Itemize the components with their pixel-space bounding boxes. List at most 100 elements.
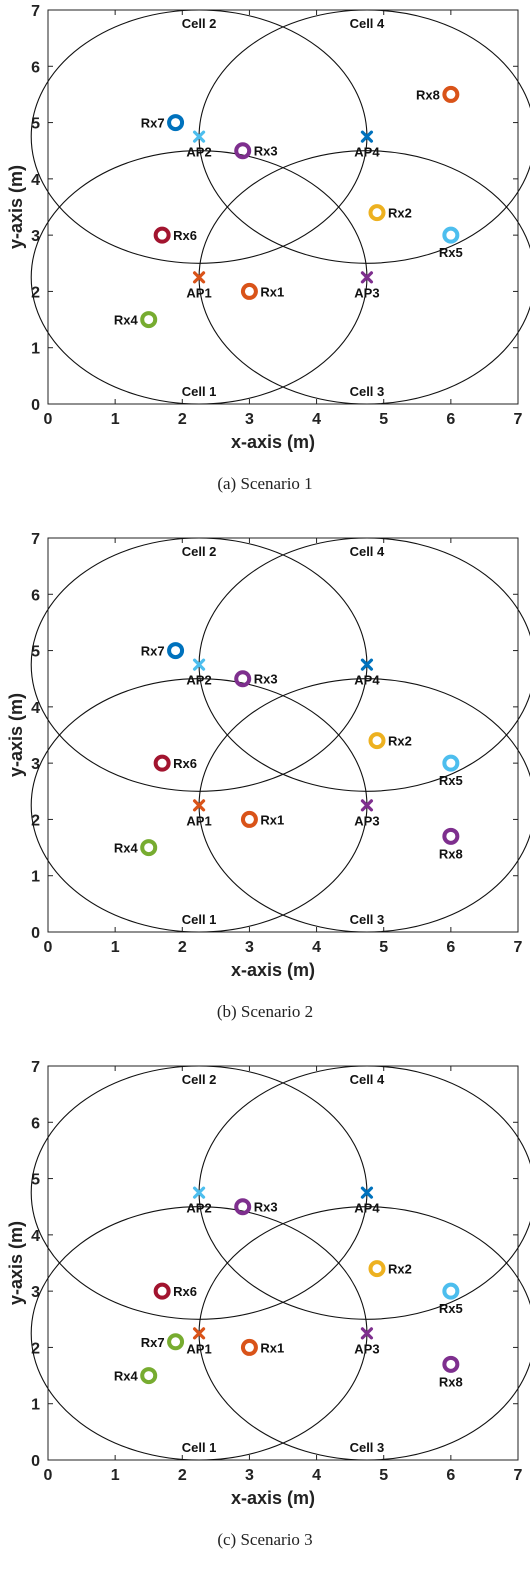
x-tick-label: 3	[245, 1467, 254, 1484]
caption-c: (c) Scenario 3	[217, 1530, 313, 1549]
cell-label: Cell 3	[350, 1440, 385, 1455]
rx-label: Rx6	[173, 756, 197, 771]
cell-label: Cell 1	[182, 1440, 217, 1455]
rx-marker	[140, 1367, 158, 1385]
ap-marker	[360, 658, 374, 671]
ap-label: AP3	[354, 1341, 379, 1356]
x-tick-label: 3	[245, 939, 254, 956]
ap-label: AP1	[186, 813, 211, 828]
rx-label: Rx8	[416, 87, 440, 102]
rx-marker	[368, 732, 386, 750]
cell-label: Cell 4	[350, 544, 385, 559]
rx-marker	[140, 311, 158, 329]
ap-marker	[192, 130, 206, 143]
x-tick-label: 2	[178, 1467, 187, 1484]
rx-label: Rx7	[141, 1335, 165, 1350]
x-tick-label: 0	[44, 939, 53, 956]
cell-label: Cell 2	[182, 544, 217, 559]
rx-label: Rx2	[388, 1262, 412, 1277]
plot-a: 0 1 2 3 4 5 6 7 0 1 2 3 4 5 6 7 x-axis (m) y-axis (m) Cell…	[6, 3, 530, 452]
x-tick-label: 5	[379, 939, 388, 956]
rx-label: Rx1	[260, 1340, 284, 1355]
rx-label: Rx2	[388, 734, 412, 749]
y-axis-label: y-axis (m)	[6, 693, 26, 777]
ap-label: AP4	[354, 1201, 380, 1216]
y-tick-label: 4	[31, 172, 40, 189]
plot-c: 0 1 2 3 4 5 6 7 0 1 2 3 4 5 6 7 x-axis (m) y-axis (m) Cell…	[6, 1059, 530, 1508]
x-tick-label: 4	[312, 1467, 321, 1484]
rx-marker	[442, 1355, 460, 1373]
y-tick-label: 5	[31, 644, 40, 661]
x-tick-label: 4	[312, 939, 321, 956]
ap-label: AP4	[354, 673, 380, 688]
rx-label: Rx3	[254, 144, 278, 159]
panel-c: 0 1 2 3 4 5 6 7 0 1 2 3 4 5 6 7 x-axis (m) y-axis (m) Cell…	[0, 1056, 530, 1584]
rx-marker	[167, 1333, 185, 1351]
ap-label: AP2	[186, 673, 211, 688]
rx-label: Rx8	[439, 846, 463, 861]
cell-label: Cell 2	[182, 1072, 217, 1087]
y-tick-label: 0	[31, 397, 40, 414]
rx-marker	[153, 1282, 171, 1300]
y-tick-label: 7	[31, 3, 40, 20]
x-tick-label: 6	[446, 1467, 455, 1484]
plot-frame	[47, 537, 519, 933]
cell-label: Cell 3	[350, 912, 385, 927]
y-tick-label: 3	[31, 756, 40, 773]
rx-label: Rx3	[254, 672, 278, 687]
cell-label: Cell 2	[182, 16, 217, 31]
x-tick-label: 5	[379, 411, 388, 428]
rx-marker	[442, 226, 460, 244]
ap-label: AP3	[354, 813, 379, 828]
rx-label: Rx4	[114, 313, 139, 328]
rx-marker	[153, 226, 171, 244]
cell-boundary	[198, 150, 530, 405]
ap-marker	[192, 1186, 206, 1199]
panel-b: 0 1 2 3 4 5 6 7 0 1 2 3 4 5 6 7 x-axis (m) y-axis (m) Cell…	[0, 528, 530, 1056]
cell-boundary	[198, 537, 530, 792]
cell-boundary	[198, 9, 530, 264]
ap-label: AP2	[186, 1201, 211, 1216]
ap-marker	[360, 130, 374, 143]
rx-marker	[234, 1198, 252, 1216]
x-tick-label: 2	[178, 939, 187, 956]
rx-label: Rx7	[141, 644, 165, 659]
ap-marker	[360, 1186, 374, 1199]
x-axis-label: x-axis (m)	[231, 1488, 315, 1508]
rx-marker	[368, 1260, 386, 1278]
rx-label: Rx8	[439, 1374, 463, 1389]
ap-marker	[192, 799, 206, 812]
x-tick-label: 2	[178, 411, 187, 428]
x-tick-label: 7	[514, 411, 523, 428]
rx-marker	[167, 642, 185, 660]
y-tick-label: 0	[31, 1453, 40, 1470]
rx-marker	[240, 282, 258, 300]
rx-marker	[442, 85, 460, 103]
rx-label: Rx5	[439, 773, 463, 788]
rx-marker	[442, 1282, 460, 1300]
plot-frame	[47, 1065, 519, 1461]
y-tick-label: 7	[31, 1059, 40, 1076]
x-axis-label: x-axis (m)	[231, 960, 315, 980]
cell-label: Cell 4	[350, 1072, 385, 1087]
rx-marker	[234, 142, 252, 160]
y-tick-label: 2	[31, 284, 40, 301]
ap-label: AP1	[186, 285, 211, 300]
rx-marker	[153, 754, 171, 772]
rx-label: Rx5	[439, 1301, 463, 1316]
y-tick-label: 4	[31, 1228, 40, 1245]
rx-label: Rx7	[141, 116, 165, 131]
ap-marker	[192, 1327, 206, 1340]
y-tick-label: 4	[31, 700, 40, 717]
ap-marker	[192, 658, 206, 671]
rx-marker	[240, 1338, 258, 1356]
y-tick-label: 2	[31, 812, 40, 829]
rx-label: Rx2	[388, 206, 412, 221]
ap-label: AP2	[186, 145, 211, 160]
y-tick-label: 6	[31, 587, 40, 604]
rx-label: Rx4	[114, 1369, 139, 1384]
rx-marker	[368, 204, 386, 222]
y-tick-label: 3	[31, 228, 40, 245]
rx-marker	[442, 754, 460, 772]
x-tick-label: 7	[514, 1467, 523, 1484]
